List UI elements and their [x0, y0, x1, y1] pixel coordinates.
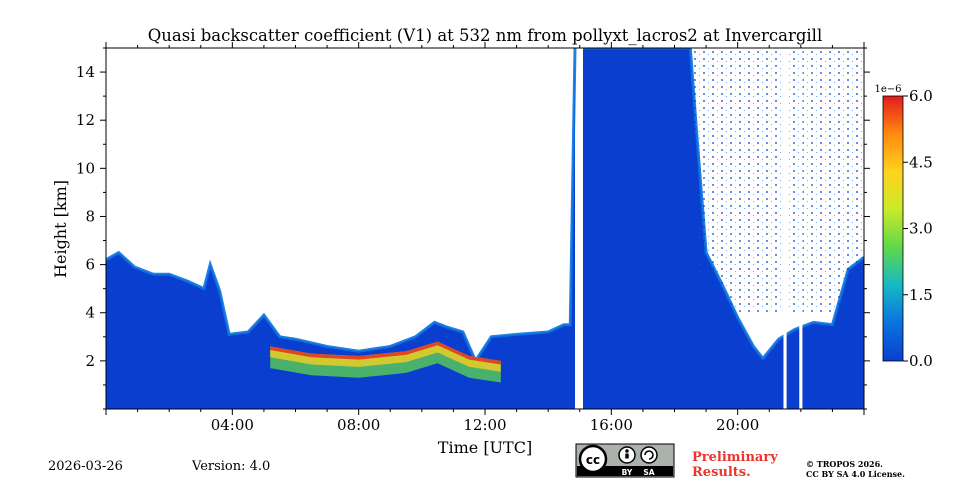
- copyright-line-1: © TROPOS 2026.: [806, 459, 883, 469]
- x-tick-label: 12:00: [463, 416, 506, 434]
- footer: 2026-03-26 Version: 4.0 cc BY SA Prelimi…: [48, 443, 905, 480]
- y-tick-label: 14: [76, 63, 95, 81]
- x-tick-label: 16:00: [590, 416, 633, 434]
- x-axis-label: Time [UTC]: [438, 438, 532, 457]
- cc-license-badge: cc BY SA: [575, 443, 675, 478]
- preliminary-line-1: Preliminary: [692, 450, 778, 465]
- copyright-line-2: CC BY SA 4.0 License.: [806, 469, 905, 479]
- colorbar-tick-label: 1.5: [909, 286, 933, 304]
- sa-label: SA: [643, 468, 654, 477]
- backscatter-signal: [106, 48, 864, 409]
- colorbar-scale-label: 1e−6: [874, 84, 901, 95]
- data-gap-0: [576, 48, 583, 409]
- noise-region-0: [693, 48, 864, 313]
- colorbar-tick-label: 0.0: [909, 352, 933, 370]
- y-tick-label: 6: [85, 256, 95, 274]
- y-tick-label: 10: [76, 159, 95, 177]
- y-axis-label: Height [km]: [51, 180, 70, 278]
- colorbar-tick-label: 4.5: [909, 153, 933, 171]
- colorbar-tick-label: 6.0: [909, 87, 933, 105]
- y-axis-ticks: 2 4 6 8 10 12 14: [76, 47, 870, 410]
- x-tick-label: 20:00: [716, 416, 759, 434]
- cc-badge-band: [577, 466, 673, 476]
- y-tick-label: 8: [85, 207, 95, 225]
- preliminary-line-2: Results.: [692, 465, 751, 480]
- data-gap-2: [799, 48, 803, 409]
- footer-date: 2026-03-26: [48, 459, 123, 474]
- chart-title: Quasi backscatter coefficient (V1) at 53…: [148, 26, 823, 45]
- by-label: BY: [622, 468, 633, 477]
- footer-version: Version: 4.0: [191, 459, 270, 474]
- plot-area: 04:00 08:00 12:00 16:00 20:00 2 4 6 8 10 12 14: [76, 42, 870, 434]
- x-tick-label: 04:00: [211, 416, 254, 434]
- cc-icon: [578, 444, 608, 474]
- x-tick-label: 08:00: [337, 416, 380, 434]
- data-gap-1: [783, 48, 787, 409]
- y-tick-label: 12: [76, 111, 95, 129]
- y-tick-label: 4: [85, 304, 95, 322]
- colorbar-gradient: [882, 95, 904, 362]
- y-tick-label: 2: [85, 352, 95, 370]
- cc-icon-glyph: cc: [586, 453, 600, 467]
- x-axis-ticks: 04:00 08:00 12:00 16:00 20:00: [105, 42, 865, 434]
- signal-region-1-edge: [106, 48, 577, 365]
- aerosol-layer-band-2: [270, 341, 501, 365]
- signal-region-1: [106, 48, 576, 409]
- share-alike-icon: [640, 446, 658, 464]
- colorbar-tick-label: 3.0: [909, 220, 933, 238]
- colorbar-ticks: 0.0 1.5 3.0 4.5 6.0: [903, 87, 933, 370]
- signal-region-2: [582, 48, 864, 409]
- colorbar: 1e−6 0.0 1.5 3.0 4.5 6.0: [874, 84, 932, 370]
